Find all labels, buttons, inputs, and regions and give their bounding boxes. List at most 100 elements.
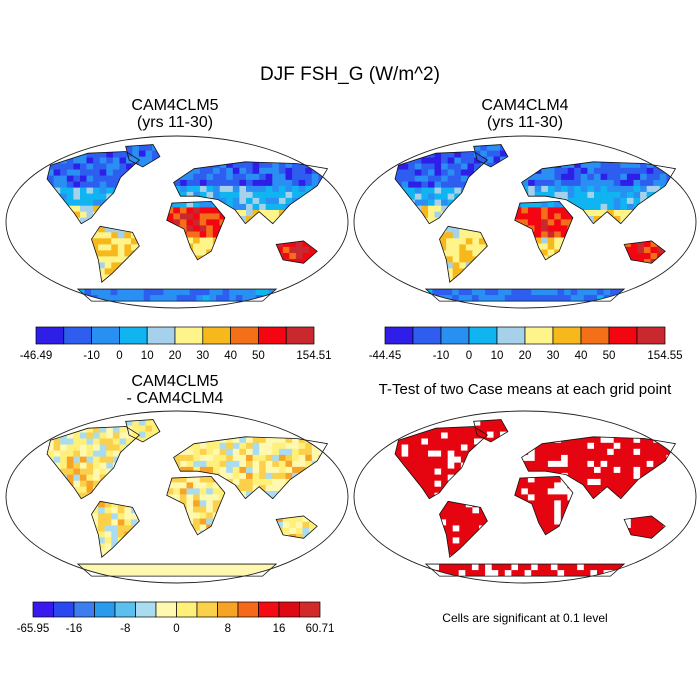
grid-cell — [474, 438, 482, 446]
grid-cell — [206, 506, 214, 514]
colorbar-panel-1: -46.49 -10 0 10 20 30 40 50 154.51 — [20, 326, 332, 362]
grid-cell — [560, 213, 568, 220]
grid-cell — [587, 485, 595, 492]
grid-cell — [547, 488, 555, 495]
grid-cell — [298, 466, 306, 474]
grid-cell — [124, 232, 132, 239]
grid-cell — [206, 460, 214, 468]
grid-cell — [305, 442, 313, 450]
grid-cell — [460, 432, 469, 440]
grid-cell — [193, 213, 201, 220]
grid-cell — [446, 525, 454, 532]
grid-cell — [111, 519, 119, 526]
grid-cell — [206, 243, 214, 251]
grid-cell — [73, 462, 81, 470]
grid-cell — [93, 157, 101, 165]
grid-cell — [255, 289, 263, 296]
grid-cell — [620, 161, 628, 169]
grid-cell — [145, 144, 153, 152]
grid-cell — [130, 564, 138, 571]
grid-cell — [541, 231, 549, 239]
grid-cell — [111, 238, 119, 245]
grid-cell — [421, 432, 429, 440]
grid-cell — [285, 448, 293, 456]
grid-cell — [252, 179, 260, 187]
grid-cell — [587, 179, 595, 187]
grid-cell — [421, 438, 429, 446]
grid-cell — [623, 570, 625, 577]
grid-cell — [421, 157, 429, 165]
grid-cell — [486, 144, 495, 152]
grid-cell — [452, 295, 460, 302]
grid-cell — [478, 289, 486, 296]
grid-cell — [186, 500, 194, 507]
grid-cell — [439, 232, 447, 239]
colorbar-swatch — [299, 601, 321, 618]
grid-cell — [99, 438, 107, 446]
grid-cell — [607, 454, 615, 462]
coastline-namerica — [46, 426, 141, 500]
grid-cell — [104, 232, 112, 239]
grid-cell — [486, 425, 495, 433]
grid-cell — [554, 494, 562, 501]
grid-cell — [145, 425, 153, 433]
grid-cell — [213, 185, 221, 193]
grid-cell — [547, 213, 555, 220]
grid-cell — [480, 419, 488, 427]
grid-cell — [458, 564, 466, 571]
grid-cell — [93, 438, 101, 446]
grid-cell — [180, 466, 188, 474]
grid-cell — [206, 488, 214, 495]
grid-cell — [597, 289, 605, 296]
grid-cell — [99, 468, 107, 476]
grid-cell — [123, 289, 132, 296]
grid-cell — [80, 492, 88, 499]
grid-cell — [425, 570, 433, 577]
grid-cell — [132, 156, 140, 164]
grid-cell — [474, 432, 482, 440]
grid-cell — [613, 203, 621, 211]
grid-cell — [295, 521, 304, 529]
grid-cell — [132, 150, 140, 158]
grid-cell — [421, 474, 429, 482]
grid-cell — [580, 185, 588, 193]
grid-cell — [587, 216, 595, 223]
grid-cell — [219, 472, 227, 480]
grid-cell — [193, 460, 201, 468]
grid-cell — [454, 432, 462, 440]
grid-cell — [91, 244, 99, 251]
grid-cell — [646, 442, 654, 450]
grid-cell — [465, 519, 473, 526]
grid-cell — [166, 207, 174, 214]
grid-cell — [504, 295, 512, 302]
grid-cell — [125, 419, 133, 427]
grid-cell — [541, 185, 549, 193]
grid-cell — [414, 187, 422, 195]
grid-cell — [518, 295, 526, 302]
grid-cell — [434, 157, 442, 165]
grid-cell — [53, 456, 61, 464]
grid-cell — [633, 448, 641, 456]
grid-cell — [150, 295, 158, 302]
grid-cell — [446, 507, 454, 514]
grid-cell — [112, 157, 121, 165]
grid-cell — [534, 225, 542, 232]
grid-cell — [408, 444, 416, 452]
grid-cell — [111, 513, 119, 520]
grid-cell — [630, 528, 638, 535]
grid-cell — [97, 295, 105, 302]
grid-cell — [428, 456, 436, 464]
grid-cell — [574, 460, 582, 468]
grid-cell — [446, 268, 454, 275]
grid-cell — [272, 472, 280, 480]
grid-cell — [607, 442, 615, 450]
panel2-title-line1: CAM4CLM4 — [481, 97, 569, 114]
grid-cell — [193, 488, 201, 495]
colorbar-swatch — [278, 601, 300, 618]
grid-cell — [239, 478, 247, 486]
grid-cell — [219, 219, 225, 226]
grid-cell — [53, 426, 61, 434]
grid-cell — [650, 246, 658, 254]
grid-cell — [541, 466, 549, 474]
colorbar-swatch — [196, 601, 218, 618]
